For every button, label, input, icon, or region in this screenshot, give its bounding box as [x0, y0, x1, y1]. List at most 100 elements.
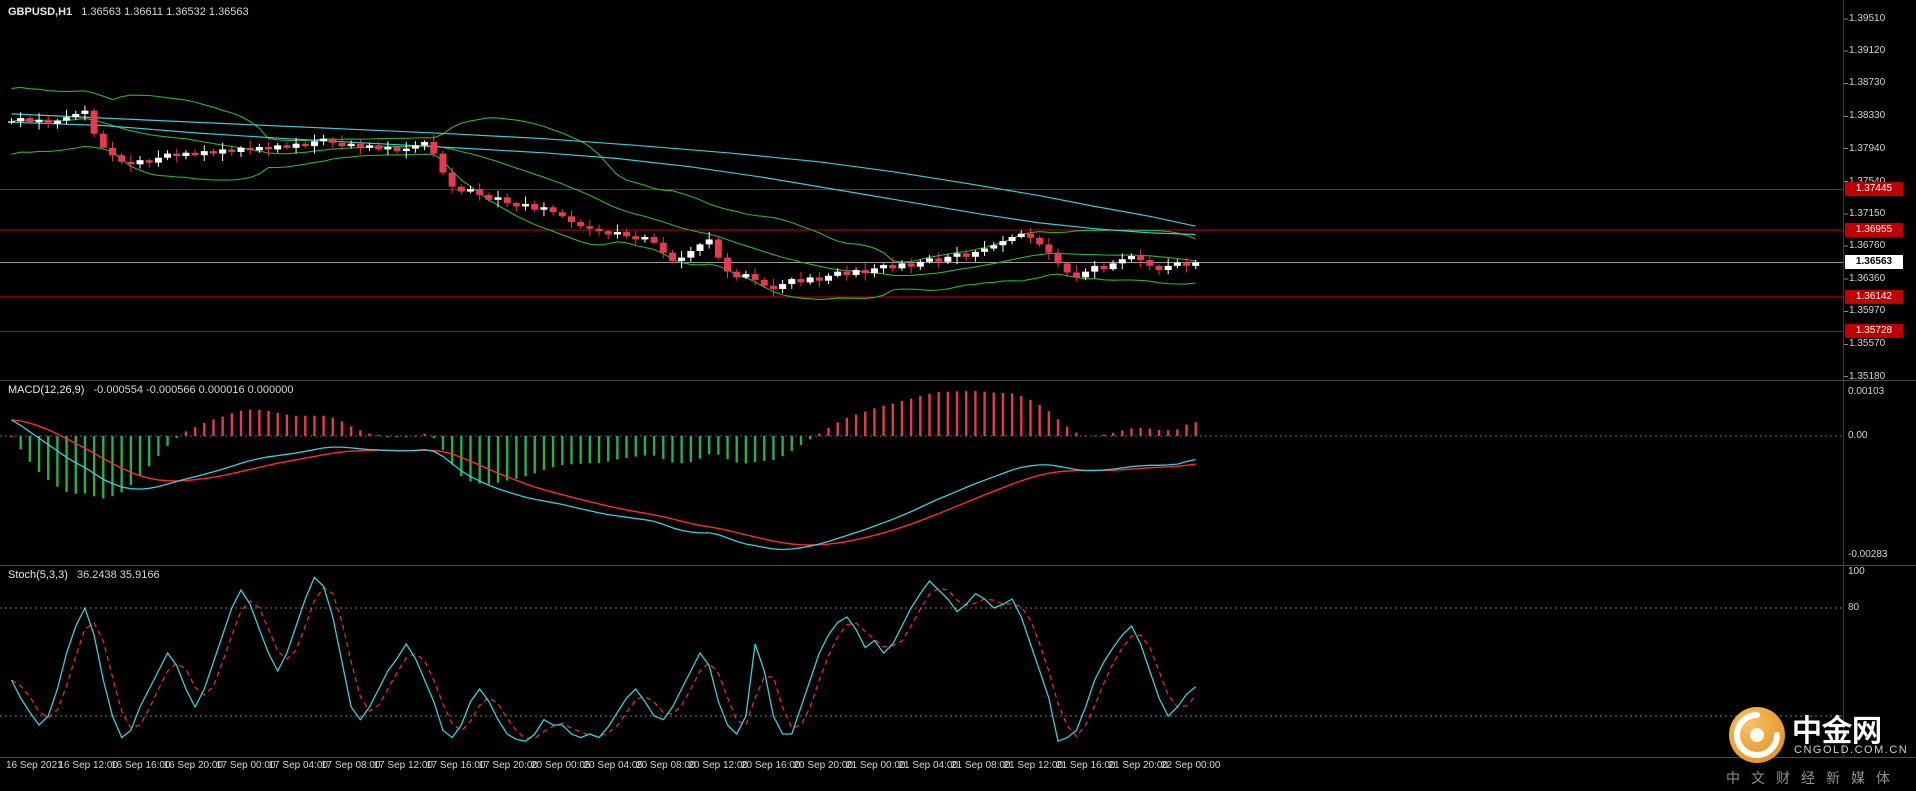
macd-histogram-bar — [258, 409, 261, 436]
macd-histogram-bar — [735, 436, 738, 463]
candle — [623, 232, 631, 237]
macd-histogram-bar — [928, 393, 931, 436]
time-label: 17 Sep 16:00 — [426, 760, 486, 771]
candle — [246, 147, 254, 151]
macd-histogram-bar — [37, 436, 41, 473]
candle — [540, 207, 548, 210]
candle — [421, 142, 429, 146]
macd-histogram-bar — [322, 415, 325, 436]
macd-histogram-bar — [248, 409, 252, 436]
candle — [8, 121, 15, 123]
time-label: 17 Sep 08:00 — [321, 760, 381, 771]
candle — [769, 285, 777, 289]
candle — [292, 143, 300, 148]
macd-histogram-bar — [1010, 393, 1014, 436]
time-label: 22 Sep 00:00 — [1161, 760, 1221, 771]
candle — [971, 251, 979, 257]
macd-histogram-bar — [533, 436, 536, 474]
panel-separator[interactable] — [0, 380, 1916, 381]
macd-histogram-bar — [166, 436, 169, 446]
macd-histogram-bar — [818, 433, 821, 436]
bollinger-band-line — [11, 145, 1196, 301]
candle — [154, 157, 162, 163]
price-tick-label: 1.35180 — [1849, 370, 1886, 382]
macd-histogram-bar — [19, 436, 22, 450]
macd-axis-zero-label: 0.00 — [1848, 430, 1868, 441]
candle — [705, 239, 713, 245]
candle — [1063, 263, 1071, 273]
macd-histogram-bar — [432, 436, 435, 439]
macd-histogram-bar — [331, 417, 334, 436]
candle — [650, 236, 658, 243]
candle — [907, 263, 915, 267]
panel-separator[interactable] — [0, 565, 1916, 566]
macd-histogram-bar — [882, 405, 885, 436]
price-tick-label: 1.39510 — [1849, 13, 1886, 24]
macd-histogram-bar — [717, 436, 720, 455]
candle — [1164, 265, 1172, 270]
price-tick-label: 1.35570 — [1849, 338, 1886, 350]
candle — [53, 120, 61, 124]
macd-histogram-bar — [193, 427, 197, 436]
time-label: 16 Sep 16:00 — [111, 760, 171, 771]
macd-histogram-bar — [1020, 395, 1023, 436]
macd-histogram-bar — [515, 436, 518, 479]
candle — [164, 153, 172, 158]
macd-histogram-bar — [1001, 392, 1005, 436]
candle — [981, 248, 989, 252]
macd-histogram-bar — [616, 436, 619, 460]
macd-histogram-bar — [551, 436, 555, 468]
candle — [1146, 260, 1154, 266]
candle — [108, 147, 116, 156]
candle — [797, 279, 805, 283]
candle — [283, 145, 291, 148]
macd-histogram-bar — [763, 436, 766, 461]
macd-histogram-bar — [148, 436, 151, 467]
candle — [329, 138, 337, 143]
stoch-title: Stoch(5,3,3) 36.2438 35.9166 — [8, 569, 160, 581]
macd-histogram-bar — [157, 436, 160, 457]
macd-histogram-bar — [1093, 435, 1096, 437]
candle — [1192, 262, 1200, 266]
cngold-logo-icon — [1729, 707, 1785, 763]
macd-histogram-bar — [377, 435, 380, 437]
symbol-period-label: GBPUSD,H1 — [8, 6, 73, 18]
macd-histogram-bar — [983, 391, 986, 436]
macd-histogram-bar — [965, 391, 968, 436]
stoch-name: Stoch(5,3,3) — [8, 569, 68, 581]
macd-name: MACD(12,26,9) — [8, 384, 85, 396]
stoch-axis-80-label: 80 — [1848, 602, 1860, 613]
macd-histogram-bar — [1130, 428, 1133, 436]
macd-histogram-bar — [652, 436, 656, 456]
candle — [825, 275, 833, 281]
time-label: 21 Sep 08:00 — [951, 760, 1011, 771]
candle — [457, 186, 465, 192]
price-tick-label: 1.37540 — [1849, 175, 1886, 187]
macd-histogram-bar — [487, 436, 491, 485]
time-label: 17 Sep 12:00 — [373, 760, 434, 771]
time-label: 21 Sep 12:00 — [1003, 760, 1064, 771]
time-label: 17 Sep 04:00 — [268, 760, 329, 771]
time-label: 17 Sep 20:00 — [478, 760, 539, 771]
candle — [145, 160, 153, 163]
candle — [182, 152, 190, 157]
candle — [990, 245, 998, 249]
macd-histogram-bar — [974, 390, 977, 436]
macd-histogram-bar — [1166, 430, 1170, 436]
candle — [17, 118, 25, 122]
candle — [1127, 255, 1135, 260]
candle — [35, 119, 43, 123]
candle — [191, 152, 199, 156]
candle — [1045, 244, 1053, 253]
candle — [255, 146, 263, 151]
macd-histogram-bar — [799, 436, 803, 446]
candle — [880, 265, 888, 269]
candle — [1008, 236, 1016, 242]
bollinger-band-line — [11, 86, 1196, 263]
macd-histogram-bar — [28, 436, 32, 462]
macd-histogram-bar — [221, 416, 224, 436]
candle — [687, 251, 695, 258]
time-label: 20 Sep 16:00 — [741, 760, 801, 771]
macd-histogram-bar — [781, 436, 784, 457]
